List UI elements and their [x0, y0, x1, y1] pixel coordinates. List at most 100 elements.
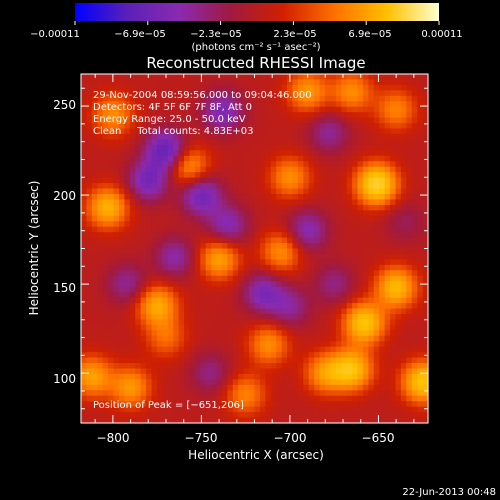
heatmap-cell	[254, 150, 261, 157]
heatmap-cell	[81, 346, 88, 353]
heatmap-cell	[276, 172, 283, 179]
heatmap-cell	[118, 177, 125, 184]
heatmap-cell	[324, 74, 331, 81]
heatmap-cell	[422, 188, 429, 195]
heatmap-cell	[259, 215, 266, 222]
heatmap-cell	[330, 204, 337, 211]
heatmap-cell	[303, 313, 310, 320]
heatmap-cell	[390, 210, 397, 217]
heatmap-cell	[330, 259, 337, 266]
heatmap-cell	[108, 106, 115, 113]
heatmap-cell	[303, 199, 310, 206]
heatmap-cell	[259, 150, 266, 157]
heatmap-cell	[406, 352, 413, 359]
heatmap-cell	[411, 112, 418, 119]
heatmap-cell	[373, 112, 380, 119]
heatmap-cell	[156, 352, 163, 359]
heatmap-cell	[86, 123, 93, 130]
heatmap-cell	[97, 210, 104, 217]
heatmap-cell	[146, 215, 153, 222]
heatmap-cell	[395, 270, 402, 277]
heatmap-cell	[167, 297, 174, 304]
heatmap-cell	[379, 270, 386, 277]
heatmap-cell	[118, 368, 125, 375]
heatmap-cell	[362, 232, 369, 239]
heatmap-cell	[308, 155, 315, 162]
heatmap-cell	[400, 204, 407, 211]
heatmap-cell	[167, 259, 174, 266]
heatmap-cell	[265, 352, 272, 359]
heatmap-cell	[91, 237, 98, 244]
heatmap-cell	[108, 270, 115, 277]
heatmap-cell	[270, 237, 277, 244]
heatmap-cell	[227, 363, 234, 370]
heatmap-cell	[232, 199, 239, 206]
heatmap-cell	[167, 117, 174, 124]
heatmap-cell	[200, 335, 207, 342]
heatmap-cell	[205, 84, 212, 91]
heatmap-cell	[146, 346, 153, 353]
heatmap-cell	[395, 95, 402, 102]
heatmap-cell	[81, 117, 88, 124]
heatmap-cell	[211, 232, 218, 239]
heatmap-cell	[167, 292, 174, 299]
heatmap-cell	[362, 215, 369, 222]
heatmap-cell	[384, 390, 391, 397]
heatmap-cell	[341, 313, 348, 320]
heatmap-cell	[200, 204, 207, 211]
heatmap-cell	[270, 155, 277, 162]
heatmap-cell	[184, 352, 191, 359]
heatmap-cell	[221, 204, 228, 211]
heatmap-cell	[86, 243, 93, 250]
heatmap-cell	[422, 330, 429, 337]
heatmap-cell	[373, 226, 380, 233]
heatmap-cell	[140, 417, 147, 424]
heatmap-cell	[259, 412, 266, 419]
heatmap-cell	[292, 286, 299, 293]
heatmap-cell	[352, 303, 359, 310]
heatmap-cell	[324, 270, 331, 277]
heatmap-cell	[417, 139, 424, 146]
heatmap-cell	[319, 237, 326, 244]
heatmap-cell	[227, 133, 234, 141]
heatmap-cell	[390, 166, 397, 173]
heatmap-cell	[146, 303, 153, 310]
heatmap-cell	[417, 166, 424, 173]
heatmap-cell	[91, 95, 98, 102]
heatmap-cell	[341, 281, 348, 288]
heatmap-cell	[108, 357, 115, 364]
heatmap-cell	[384, 84, 391, 91]
heatmap-cell	[102, 117, 109, 124]
heatmap-cell	[113, 384, 120, 391]
heatmap-cell	[162, 84, 169, 91]
heatmap-cell	[243, 417, 250, 424]
heatmap-cell	[308, 384, 315, 391]
heatmap-cell	[216, 395, 223, 402]
heatmap-cell	[194, 406, 201, 413]
heatmap-cell	[184, 210, 191, 217]
heatmap-cell	[341, 74, 348, 81]
heatmap-cell	[314, 210, 321, 217]
heatmap-cell	[319, 74, 326, 81]
heatmap-cell	[406, 144, 413, 151]
heatmap-cell	[352, 193, 359, 201]
heatmap-cell	[270, 166, 277, 173]
heatmap-cell	[124, 79, 131, 86]
heatmap-cell	[384, 264, 391, 271]
heatmap-cell	[379, 379, 386, 386]
heatmap-cell	[124, 204, 131, 211]
heatmap-cell	[259, 117, 266, 124]
heatmap-cell	[297, 90, 304, 97]
heatmap-cell	[395, 417, 402, 424]
heatmap-cell	[379, 395, 386, 402]
heatmap-cell	[384, 259, 391, 266]
heatmap-cell	[259, 248, 266, 255]
heatmap-cell	[146, 270, 153, 277]
heatmap-cell	[91, 319, 98, 326]
heatmap-cell	[281, 335, 288, 342]
heatmap-cell	[249, 297, 256, 304]
heatmap-cell	[341, 373, 348, 380]
heatmap-cell	[194, 226, 201, 233]
heatmap-cell	[135, 204, 142, 211]
heatmap-cell	[395, 243, 402, 250]
